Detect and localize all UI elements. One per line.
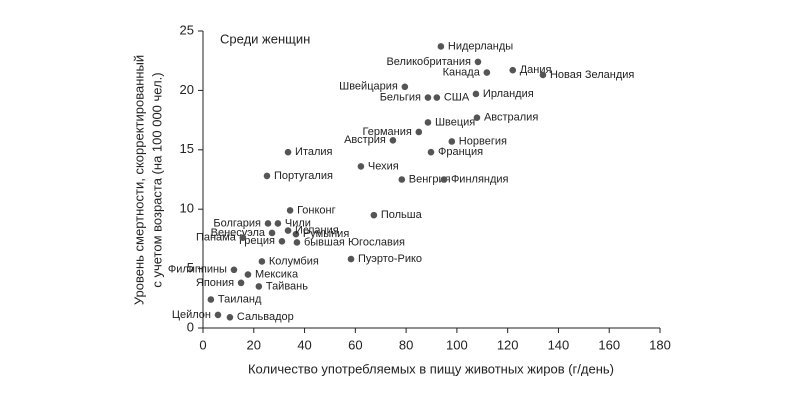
x-tick-label: 80 [399, 337, 413, 352]
point-label: Греция [239, 235, 275, 247]
point [401, 83, 409, 91]
point [427, 148, 435, 156]
point-label: Чили [285, 217, 311, 229]
point [293, 239, 301, 246]
point [370, 211, 378, 219]
point [539, 71, 547, 79]
point-label: Канада [443, 66, 481, 78]
point-label: Испания [295, 224, 339, 236]
point-label: Франция [438, 146, 483, 158]
point [263, 172, 271, 180]
point [473, 114, 481, 122]
x-tick-label: 180 [649, 337, 671, 352]
point-label: Ирландия [483, 88, 534, 100]
point [274, 220, 282, 227]
point-label: Чехия [368, 160, 399, 172]
point-label: Дания [520, 64, 552, 76]
x-tick-label: 0 [199, 337, 206, 352]
y-tick-label: 5 [187, 260, 194, 275]
x-tick-label: 140 [548, 337, 570, 352]
point [474, 58, 482, 66]
point [483, 69, 491, 76]
point-label: Португалия [274, 170, 333, 182]
point [268, 229, 276, 237]
point [292, 230, 300, 238]
point-label: Тайвань [266, 280, 308, 292]
x-axis-title: Количество употребляемых в пищу животных… [248, 361, 614, 376]
point [433, 94, 441, 101]
y-axis-title: Уровень смертности, скорректированный [131, 55, 146, 305]
point [357, 163, 365, 170]
annotation: Среди женщин [220, 31, 310, 46]
point [278, 237, 286, 245]
y-tick-label: 10 [180, 201, 194, 216]
point-label: Венгрия [409, 173, 451, 185]
point-label: Панама [196, 232, 237, 244]
point-label: Финляндия [451, 173, 509, 185]
x-tick-label: 20 [247, 337, 261, 352]
point-label: Бельгия [380, 91, 421, 103]
y-tick-label: 0 [187, 319, 194, 334]
point-label: Гонконг [297, 204, 336, 216]
point-label: Румыния [303, 228, 349, 240]
point-label: Великобритания [386, 56, 471, 68]
point [207, 296, 215, 303]
point-label: Германия [362, 126, 411, 138]
point-label: Филиппины [168, 264, 227, 276]
point [226, 314, 234, 321]
x-tick-label: 120 [497, 337, 519, 352]
point-label: Япония [196, 277, 234, 289]
y-axis-title: с учетом возраста (на 100 000 чел.) [149, 72, 164, 287]
point-label: Австралия [484, 112, 538, 124]
point-label: Италия [295, 146, 333, 158]
point [398, 176, 406, 183]
point [264, 220, 272, 227]
point [286, 207, 294, 214]
y-tick-label: 25 [180, 22, 194, 37]
point-label: Норвегия [459, 135, 507, 147]
point-label: Швеция [435, 116, 475, 128]
x-tick-label: 100 [446, 337, 468, 352]
y-tick-label: 20 [180, 82, 194, 97]
point-label: Сальвадор [237, 311, 294, 323]
point-label: Мексика [255, 268, 299, 280]
point [347, 255, 355, 263]
point [509, 66, 517, 74]
point [437, 43, 445, 50]
point-label: Пуэрто-Рико [358, 253, 422, 265]
point-label: Польша [381, 209, 423, 221]
point [448, 138, 456, 145]
point [239, 234, 247, 242]
point-label: Венесуэла [211, 227, 266, 239]
x-tick-label: 60 [348, 337, 362, 352]
point-label: Колумбия [269, 255, 319, 267]
point-label: Цейлон [172, 309, 211, 321]
point-label: бывшая Югославия [304, 236, 405, 248]
point [237, 279, 245, 287]
point [244, 271, 252, 278]
point [415, 128, 423, 136]
point [258, 258, 266, 265]
point [284, 227, 292, 234]
point-label: Нидерланды [448, 40, 513, 52]
point [424, 119, 432, 126]
point-label: США [444, 91, 470, 103]
x-tick-label: 160 [598, 337, 620, 352]
point-label: Швейцария [339, 81, 398, 93]
x-tick-label: 40 [297, 337, 311, 352]
point-label: Таиланд [218, 293, 262, 305]
point [284, 148, 292, 156]
point [440, 176, 448, 183]
point-label: Новая Зеландия [550, 69, 634, 81]
point [424, 94, 432, 101]
point-label: Австрия [344, 134, 386, 146]
point [389, 136, 397, 144]
point-label: Болгария [213, 217, 261, 229]
point [230, 266, 238, 274]
point [214, 311, 222, 319]
point [472, 90, 480, 98]
y-tick-label: 15 [180, 141, 194, 156]
point [255, 283, 263, 290]
